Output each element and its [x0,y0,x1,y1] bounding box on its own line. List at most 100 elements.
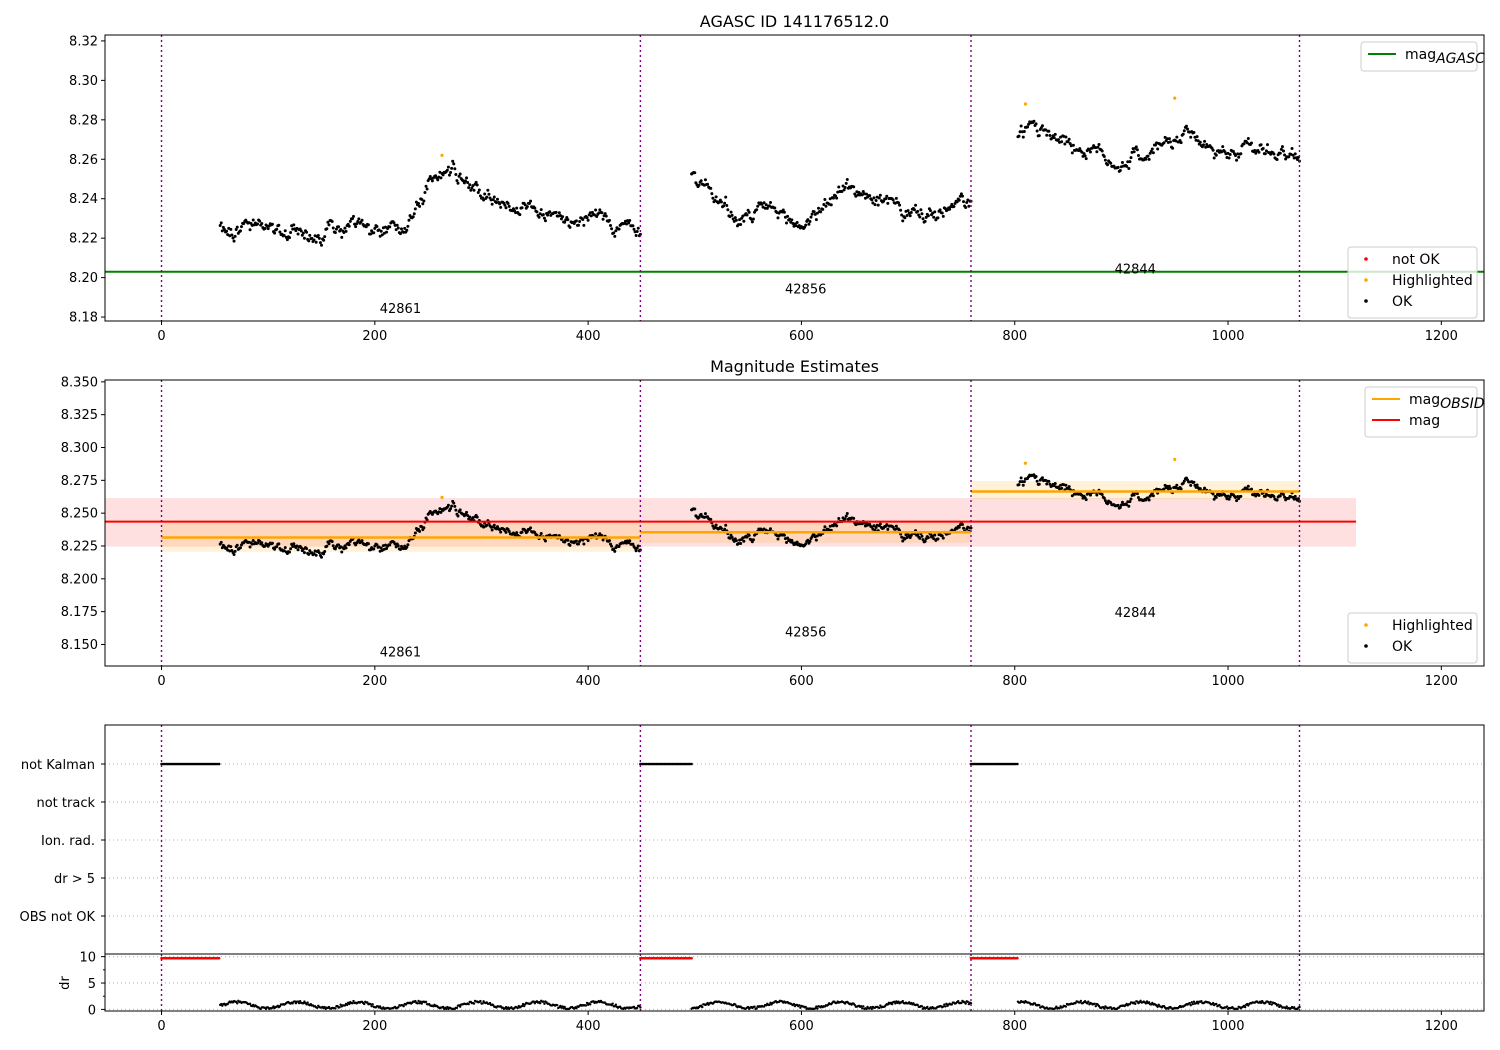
ok-point [709,186,713,190]
dr-point [1079,999,1083,1003]
ok-point [1035,129,1039,133]
ok-point [379,229,383,233]
ok-point [492,523,496,527]
ok-point [283,229,287,233]
ok-point [1060,486,1064,490]
y-tick-label: 8.30 [69,74,98,89]
ok-point [831,196,835,200]
ok-point [1212,497,1216,501]
dr-point [378,1005,382,1008]
ok-point [613,234,617,238]
ok-point [1259,143,1263,147]
ok-point [351,214,355,218]
ok-point [958,194,962,198]
x-tick-label: 200 [362,329,387,344]
ok-point [894,196,898,200]
ok-point [1100,149,1104,153]
ok-point [546,213,550,217]
ok-point [941,214,945,218]
ok-point [507,204,511,208]
ok-point [636,544,640,548]
ok-point [1150,147,1154,151]
ok-point [786,536,790,540]
dr-point [1064,1005,1068,1008]
y-tick-label: 8.18 [69,311,98,326]
ok-point [703,512,707,516]
ok-point [453,167,457,171]
ok-point [1103,499,1107,503]
ok-point [277,223,281,227]
ok-point [554,210,558,214]
ok-point [1171,146,1175,150]
ok-point [375,224,379,228]
ok-point [1284,157,1288,161]
ok-point [219,540,223,544]
dr-panel: 0 200 400 600 800 1000 1200 0 5 10 dr [58,951,1485,1034]
ok-point [730,535,734,539]
ok-point [258,219,262,223]
ok-point [750,220,754,224]
dr-point [1189,1004,1192,1007]
x-tick-label: 1000 [1211,329,1244,344]
ok-point [714,195,718,199]
ok-point [1132,150,1136,154]
dr-point [878,1006,881,1010]
ok-point [574,219,578,223]
ok-point [396,226,400,230]
ok-point [1066,140,1070,144]
ok-point [1250,141,1254,145]
ok-point [506,201,510,205]
ok-point [763,206,767,210]
ok-point [1053,481,1057,485]
ok-point [323,235,327,239]
agasc-magnitude-panel: AGASC ID 141176512.0 42861 42856 42844 0 200 4… [69,12,1485,344]
ok-point [1032,119,1036,123]
ok-point [921,217,925,221]
ok-point [872,196,876,200]
dr-point [1269,1000,1272,1004]
ok-point [962,526,966,530]
dr-point [414,999,417,1003]
flag-category-label: Ion. rad. [41,834,95,849]
obsid-label: 42861 [380,645,421,660]
ok-point [1214,153,1218,157]
ok-point [1196,139,1200,143]
ok-point [325,544,329,548]
ok-point [541,213,545,217]
ok-point [420,197,424,201]
ok-point [1192,130,1196,134]
ok-point [317,551,321,555]
ok-point [1135,492,1139,496]
ok-point [714,523,718,527]
dr-point [870,1007,874,1011]
ok-point [316,234,320,238]
ok-point [916,209,920,213]
ok-point [870,198,874,202]
flag-category-label: not track [36,796,95,811]
flag-category-label: not Kalman [21,758,95,773]
ok-point [1129,497,1133,501]
ok-point [364,225,368,229]
ok-point [1242,142,1246,146]
dr-point [890,1002,894,1006]
dr-point [969,1002,973,1005]
ok-point [296,232,300,236]
x-tick-label: 600 [789,329,814,344]
ok-point [1287,155,1291,159]
ok-point [273,231,277,235]
ok-point [814,538,818,542]
dr-point [563,1005,566,1009]
ok-point [737,223,741,227]
ok-point [548,210,552,214]
ok-point [238,229,242,233]
dr-point [417,999,420,1003]
ok-point [926,214,930,218]
dr-point [814,1007,817,1010]
ok-point [877,196,881,200]
ok-point [380,233,384,237]
ok-point [693,507,697,511]
ok-point [468,515,472,519]
dr-point [334,1007,337,1010]
ok-point [322,238,326,242]
ok-point [1235,499,1239,503]
